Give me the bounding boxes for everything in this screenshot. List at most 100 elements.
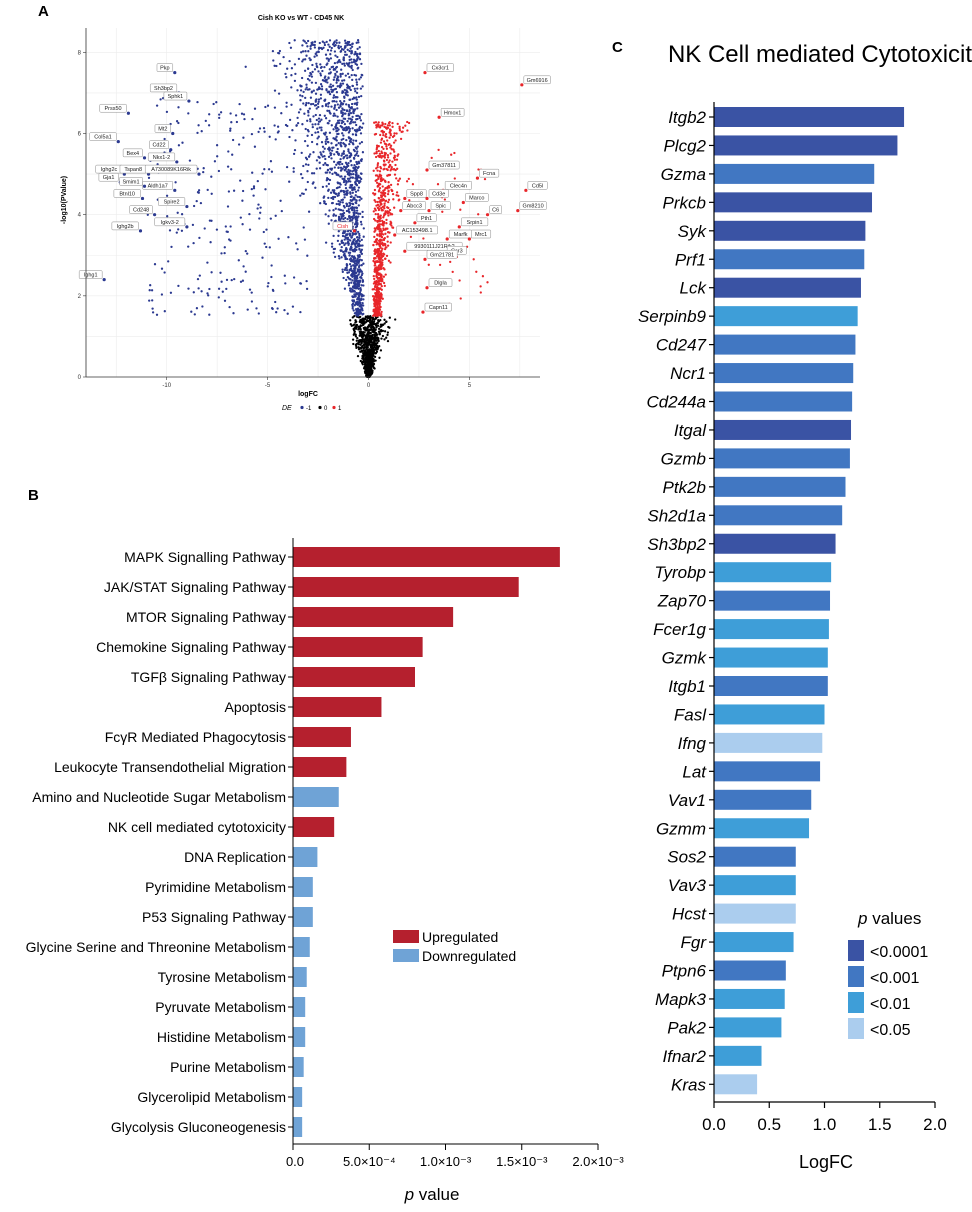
volcano-point: [374, 281, 377, 285]
pathway-x-label-rest: value: [414, 1185, 459, 1204]
volcano-point: [398, 177, 402, 180]
volcano-point: [370, 345, 374, 348]
volcano-point: [299, 282, 302, 285]
volcano-point: [351, 288, 354, 291]
volcano-point: [380, 194, 383, 197]
volcano-point: [250, 291, 253, 294]
volcano-point: [327, 182, 331, 186]
volcano-point: [368, 348, 371, 351]
volcano-point: [319, 151, 322, 154]
volcano-point: [223, 251, 226, 255]
pathway-label: FcγR Mediated Phagocytosis: [105, 729, 286, 745]
volcano-point: [321, 155, 324, 158]
volcano-point: [332, 94, 336, 97]
volcano-gene-label: A730089K16Rik: [151, 167, 191, 173]
volcano-point: [301, 44, 304, 47]
volcano-point: [352, 111, 355, 115]
volcano-point: [385, 158, 389, 162]
cytotoxicity-gene-label: Cd247: [656, 336, 707, 355]
volcano-point: [251, 171, 254, 174]
pathway-x-tick-label: 5.0×10⁻⁴: [343, 1154, 396, 1169]
volcano-point: [350, 183, 354, 187]
volcano-gene-label: AC153498.1: [402, 228, 433, 234]
volcano-point: [349, 257, 353, 260]
legend-swatch-p05: [848, 1018, 864, 1039]
volcano-point: [378, 233, 382, 236]
volcano-point: [383, 160, 386, 163]
volcano-gene-label-box: [332, 221, 353, 231]
volcano-point: [374, 200, 377, 203]
volcano-point: [373, 346, 377, 349]
volcano-point: [368, 374, 371, 377]
volcano-point: [384, 228, 387, 231]
volcano-point: [333, 153, 336, 156]
volcano-point: [337, 153, 340, 157]
volcano-point: [384, 143, 388, 146]
volcano-point: [360, 197, 363, 200]
volcano-point: [336, 55, 339, 59]
cytotoxicity-gene-label: Serpinb9: [638, 307, 707, 326]
volcano-point: [187, 245, 190, 248]
volcano-point: [346, 172, 350, 176]
volcano-point: [354, 233, 357, 236]
volcano-point: [343, 39, 347, 42]
volcano-point: [362, 360, 365, 363]
volcano-point: [263, 130, 266, 133]
volcano-point: [381, 121, 384, 124]
volcano-point: [330, 85, 333, 89]
volcano-point: [327, 155, 331, 159]
panel-label-b: B: [28, 487, 39, 504]
volcano-point: [343, 117, 347, 121]
volcano-grid: [86, 28, 540, 377]
volcano-point: [227, 190, 231, 193]
volcano-point: [357, 261, 360, 265]
volcano-gene-label: Cd5l: [532, 183, 543, 189]
volcano-point: [364, 360, 368, 364]
volcano-point: [342, 134, 345, 137]
cytotoxicity-gene-label: Itgal: [674, 421, 707, 440]
volcano-point: [155, 104, 159, 107]
cytotoxicity-bar: [714, 135, 898, 156]
pathway-label: DNA Replication: [184, 849, 286, 865]
volcano-point: [373, 240, 376, 244]
volcano-point: [342, 152, 345, 156]
volcano-point: [353, 268, 357, 272]
volcano-point: [217, 169, 221, 173]
cytotoxicity-gene-label: Ifng: [678, 734, 707, 753]
volcano-point: [339, 218, 342, 221]
volcano-point: [381, 131, 385, 134]
volcano-point: [380, 206, 383, 210]
volcano-point: [304, 127, 307, 131]
volcano-point: [334, 219, 337, 222]
volcano-point: [344, 45, 347, 49]
volcano-point: [314, 186, 317, 189]
volcano-point: [359, 244, 363, 247]
volcano-point: [269, 217, 272, 220]
volcano-point: [343, 179, 346, 182]
volcano-point: [302, 102, 305, 105]
volcano-point: [309, 47, 312, 50]
volcano-point: [379, 216, 382, 219]
pathway-label: Tyrosine Metabolism: [158, 969, 286, 985]
volcano-point: [303, 238, 307, 241]
volcano-labeled-point: [423, 257, 427, 261]
volcano-point: [329, 112, 332, 115]
volcano-point: [369, 315, 372, 318]
volcano-point: [360, 270, 363, 273]
volcano-point: [332, 96, 335, 99]
volcano-point: [362, 326, 365, 330]
volcano-point: [218, 116, 221, 120]
volcano-point: [317, 117, 321, 120]
volcano-point: [362, 347, 366, 350]
volcano-point: [339, 141, 343, 144]
volcano-point: [337, 202, 340, 206]
volcano-point: [378, 152, 382, 155]
volcano-point: [383, 330, 387, 333]
volcano-point: [206, 188, 209, 192]
volcano-point: [380, 150, 383, 153]
volcano-point: [331, 100, 334, 103]
volcano-point: [453, 177, 456, 180]
volcano-point: [317, 46, 321, 49]
volcano-point: [237, 259, 240, 262]
volcano-point: [342, 48, 345, 51]
